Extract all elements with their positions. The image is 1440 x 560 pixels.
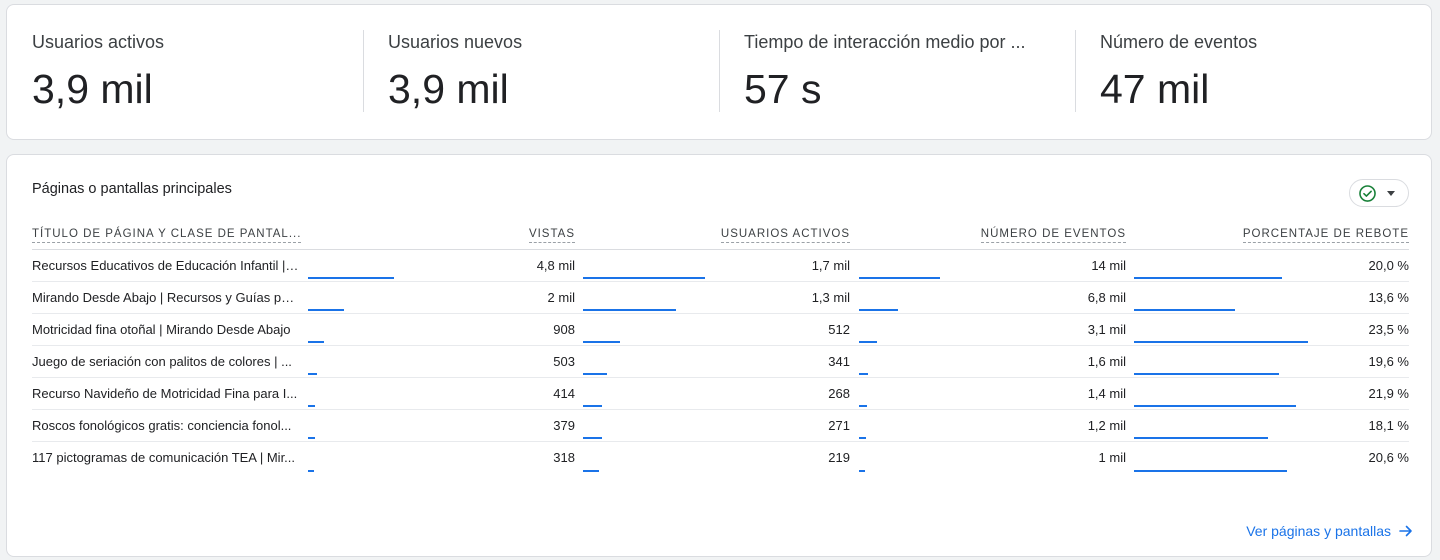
- table-row[interactable]: Mirando Desde Abajo | Recursos y Guías p…: [32, 282, 1409, 314]
- table-row[interactable]: Recurso Navideño de Motricidad Fina para…: [32, 378, 1409, 410]
- cell-bounce-rate: 20,6 %: [1368, 450, 1409, 465]
- arrow-right-icon: [1399, 525, 1412, 537]
- column-header-event-count[interactable]: NÚMERO DE EVENTOS: [859, 226, 1126, 250]
- bar-events: [859, 309, 898, 311]
- cell-page-title[interactable]: Motricidad fina otoñal | Mirando Desde A…: [32, 322, 291, 337]
- bar-views: [308, 309, 344, 311]
- cell-views: 414: [553, 386, 575, 401]
- metric-value: 3,9 mil: [388, 66, 509, 112]
- cell-bounce-rate: 23,5 %: [1368, 322, 1409, 337]
- metric-label: Número de eventos: [1100, 32, 1258, 52]
- metric-event-count[interactable]: Número de eventos 47 mil: [1075, 5, 1431, 139]
- bar-events: [859, 341, 877, 343]
- bar-views: [308, 470, 314, 472]
- cell-page-title[interactable]: Mirando Desde Abajo | Recursos y Guías p…: [32, 290, 299, 305]
- bar-bounce: [1134, 373, 1279, 375]
- bar-bounce: [1134, 277, 1282, 279]
- bar-users: [583, 437, 602, 439]
- cell-event-count: 14 mil: [1091, 258, 1126, 273]
- cell-active-users: 219: [828, 450, 850, 465]
- cell-event-count: 6,8 mil: [1087, 290, 1126, 305]
- compare-toggle-button[interactable]: [1349, 179, 1409, 207]
- column-header-active-users[interactable]: USUARIOS ACTIVOS: [583, 226, 850, 250]
- cell-active-users: 512: [828, 322, 850, 337]
- cell-event-count: 1 mil: [1098, 450, 1126, 465]
- check-circle-icon: [1359, 185, 1376, 202]
- bar-views: [308, 277, 394, 279]
- cell-active-users: 341: [828, 354, 850, 369]
- cell-views: 503: [553, 354, 575, 369]
- cell-views: 379: [553, 418, 575, 433]
- cell-page-title[interactable]: Roscos fonológicos gratis: conciencia fo…: [32, 418, 292, 433]
- metric-label: Tiempo de interacción medio por ...: [744, 32, 1026, 52]
- bar-bounce: [1134, 309, 1235, 311]
- bar-users: [583, 373, 607, 375]
- cell-bounce-rate: 18,1 %: [1368, 418, 1409, 433]
- bar-bounce: [1134, 470, 1287, 472]
- cell-event-count: 1,2 mil: [1087, 418, 1126, 433]
- table-body: Recursos Educativos de Educación Infanti…: [32, 250, 1409, 474]
- bar-views: [308, 405, 315, 407]
- bar-views: [308, 437, 315, 439]
- bar-users: [583, 405, 602, 407]
- table-header: TÍTULO DE PÁGINA Y CLASE DE PANTAL... VI…: [32, 226, 1409, 250]
- cell-event-count: 3,1 mil: [1087, 322, 1126, 337]
- cell-views: 4,8 mil: [536, 258, 575, 273]
- metric-value: 3,9 mil: [32, 66, 153, 112]
- metric-active-users[interactable]: Usuarios activos 3,9 mil: [7, 5, 363, 139]
- table-row[interactable]: Motricidad fina otoñal | Mirando Desde A…: [32, 314, 1409, 346]
- bar-events: [859, 277, 940, 279]
- cell-active-users: 1,3 mil: [811, 290, 850, 305]
- card-title: Páginas o pantallas principales: [32, 181, 232, 197]
- caret-down-icon: [1387, 191, 1395, 196]
- cell-bounce-rate: 19,6 %: [1368, 354, 1409, 369]
- column-header-views[interactable]: VISTAS: [308, 226, 575, 250]
- bar-events: [859, 470, 865, 472]
- cell-active-users: 268: [828, 386, 850, 401]
- cell-page-title[interactable]: Recursos Educativos de Educación Infanti…: [32, 258, 299, 273]
- bar-bounce: [1134, 437, 1268, 439]
- bar-users: [583, 309, 676, 311]
- bar-users: [583, 277, 705, 279]
- metric-value: 47 mil: [1100, 66, 1210, 112]
- bar-bounce: [1134, 405, 1296, 407]
- metric-label: Usuarios nuevos: [388, 32, 523, 52]
- view-pages-link[interactable]: Ver páginas y pantallas: [1246, 523, 1413, 539]
- table-row[interactable]: 117 pictogramas de comunicación TEA | Mi…: [32, 442, 1409, 474]
- bar-views: [308, 341, 324, 343]
- cell-active-users: 1,7 mil: [811, 258, 850, 273]
- metrics-card: Usuarios activos 3,9 mil Usuarios nuevos…: [6, 4, 1432, 140]
- cell-event-count: 1,4 mil: [1087, 386, 1126, 401]
- bar-events: [859, 405, 867, 407]
- cell-bounce-rate: 20,0 %: [1368, 258, 1409, 273]
- cell-bounce-rate: 21,9 %: [1368, 386, 1409, 401]
- cell-bounce-rate: 13,6 %: [1368, 290, 1409, 305]
- top-pages-card: Páginas o pantallas principales TÍTULO D…: [6, 154, 1432, 557]
- bar-users: [583, 341, 620, 343]
- table-row[interactable]: Recursos Educativos de Educación Infanti…: [32, 250, 1409, 282]
- cell-views: 908: [553, 322, 575, 337]
- cell-page-title[interactable]: Recurso Navideño de Motricidad Fina para…: [32, 386, 298, 401]
- cell-page-title[interactable]: Juego de seriación con palitos de colore…: [32, 354, 292, 369]
- cell-views: 2 mil: [547, 290, 575, 305]
- column-header-bounce-rate[interactable]: PORCENTAJE DE REBOTE: [1134, 226, 1409, 250]
- metric-avg-engagement-time[interactable]: Tiempo de interacción medio por ... 57 s: [719, 5, 1075, 139]
- top-pages-table: TÍTULO DE PÁGINA Y CLASE DE PANTAL... VI…: [32, 226, 1409, 474]
- bar-bounce: [1134, 341, 1308, 343]
- table-row[interactable]: Juego de seriación con palitos de colore…: [32, 346, 1409, 378]
- metric-value: 57 s: [744, 66, 822, 112]
- cell-page-title[interactable]: 117 pictogramas de comunicación TEA | Mi…: [32, 450, 296, 465]
- bar-users: [583, 470, 599, 472]
- bar-events: [859, 373, 868, 375]
- view-pages-link-label: Ver páginas y pantallas: [1246, 523, 1391, 539]
- table-row[interactable]: Roscos fonológicos gratis: conciencia fo…: [32, 410, 1409, 442]
- column-header-title[interactable]: TÍTULO DE PÁGINA Y CLASE DE PANTAL...: [32, 226, 302, 250]
- cell-views: 318: [553, 450, 575, 465]
- cell-active-users: 271: [828, 418, 850, 433]
- metric-new-users[interactable]: Usuarios nuevos 3,9 mil: [363, 5, 719, 139]
- metric-label: Usuarios activos: [32, 32, 165, 52]
- bar-views: [308, 373, 317, 375]
- cell-event-count: 1,6 mil: [1087, 354, 1126, 369]
- bar-events: [859, 437, 866, 439]
